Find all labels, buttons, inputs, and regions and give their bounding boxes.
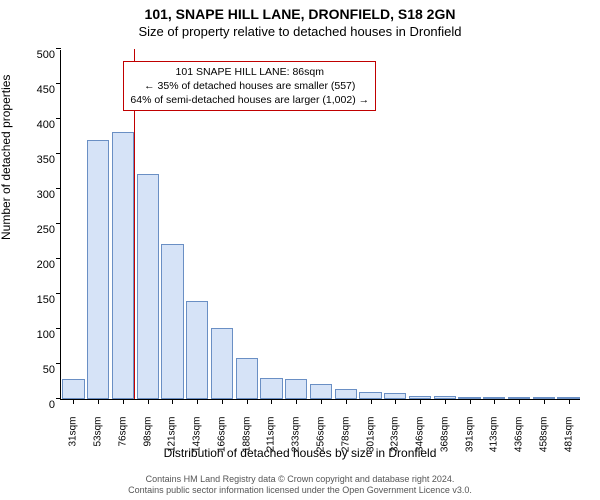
x-tick-mark	[123, 399, 124, 404]
x-tick-mark	[395, 399, 396, 404]
y-tick-label: 500	[23, 49, 55, 61]
y-tick-label: 0	[23, 399, 55, 411]
histogram-bar	[310, 384, 332, 399]
footer-line2: Contains public sector information licen…	[128, 485, 472, 495]
x-tick-mark	[73, 399, 74, 404]
x-tick-mark	[247, 399, 248, 404]
x-tick-mark	[519, 399, 520, 404]
chart-title-line1: 101, SNAPE HILL LANE, DRONFIELD, S18 2GN	[0, 6, 600, 22]
annotation-line: ← 35% of detached houses are smaller (55…	[130, 79, 369, 93]
y-tick-mark	[56, 398, 61, 399]
annotation-line: 64% of semi-detached houses are larger (…	[130, 93, 369, 107]
x-tick-mark	[148, 399, 149, 404]
y-tick-mark	[56, 83, 61, 84]
y-axis-label: Number of detached properties	[0, 75, 13, 240]
histogram-bar	[335, 389, 357, 400]
y-tick-label: 400	[23, 119, 55, 131]
histogram-bar	[186, 301, 208, 399]
y-tick-label: 250	[23, 224, 55, 236]
y-tick-mark	[56, 48, 61, 49]
y-tick-label: 300	[23, 189, 55, 201]
footer-attribution: Contains HM Land Registry data © Crown c…	[0, 474, 600, 497]
histogram-bar	[236, 358, 258, 399]
chart-title-line2: Size of property relative to detached ho…	[0, 24, 600, 39]
histogram-bar	[161, 244, 183, 399]
x-tick-mark	[371, 399, 372, 404]
y-tick-mark	[56, 258, 61, 259]
y-tick-label: 100	[23, 329, 55, 341]
footer-line1: Contains HM Land Registry data © Crown c…	[146, 474, 455, 484]
x-tick-mark	[420, 399, 421, 404]
x-tick-mark	[346, 399, 347, 404]
annotation-line: 101 SNAPE HILL LANE: 86sqm	[130, 65, 369, 79]
plot-area: 05010015020025030035040045050031sqm53sqm…	[60, 50, 580, 400]
y-tick-label: 450	[23, 84, 55, 96]
y-tick-label: 200	[23, 259, 55, 271]
histogram-bar	[112, 132, 134, 399]
histogram-bar	[285, 379, 307, 399]
x-tick-mark	[470, 399, 471, 404]
x-axis-label: Distribution of detached houses by size …	[0, 446, 600, 460]
y-tick-mark	[56, 363, 61, 364]
histogram-bar	[260, 378, 282, 399]
histogram-bar	[359, 392, 381, 399]
chart-container: 101, SNAPE HILL LANE, DRONFIELD, S18 2GN…	[0, 0, 600, 500]
y-tick-label: 350	[23, 154, 55, 166]
y-tick-mark	[56, 328, 61, 329]
x-tick-mark	[222, 399, 223, 404]
y-tick-mark	[56, 293, 61, 294]
x-tick-mark	[544, 399, 545, 404]
y-tick-mark	[56, 223, 61, 224]
histogram-bar	[62, 379, 84, 399]
annotation-box: 101 SNAPE HILL LANE: 86sqm← 35% of detac…	[123, 61, 376, 112]
x-tick-mark	[445, 399, 446, 404]
y-tick-label: 50	[23, 364, 55, 376]
x-tick-mark	[271, 399, 272, 404]
histogram-bar	[137, 174, 159, 399]
x-tick-mark	[197, 399, 198, 404]
x-tick-mark	[569, 399, 570, 404]
y-tick-label: 150	[23, 294, 55, 306]
x-tick-mark	[494, 399, 495, 404]
y-tick-mark	[56, 118, 61, 119]
x-tick-mark	[321, 399, 322, 404]
histogram-bar	[211, 328, 233, 399]
histogram-bar	[87, 140, 109, 399]
y-tick-mark	[56, 153, 61, 154]
x-tick-mark	[98, 399, 99, 404]
y-tick-mark	[56, 188, 61, 189]
x-tick-mark	[172, 399, 173, 404]
x-tick-mark	[296, 399, 297, 404]
